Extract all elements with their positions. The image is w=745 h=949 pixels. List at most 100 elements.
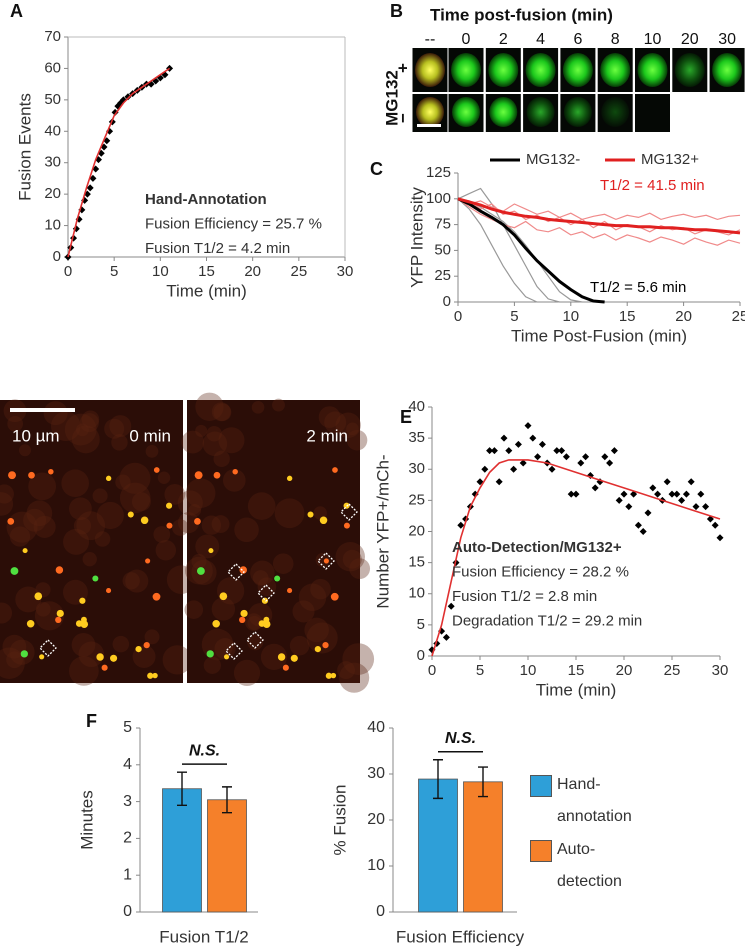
micro-haze [211, 515, 230, 534]
micro-dot [343, 522, 350, 529]
point [476, 478, 484, 486]
micro-dot [314, 645, 321, 653]
x-tick-label: 0 [454, 308, 462, 325]
image-spot [526, 97, 555, 127]
column-label: -- [425, 31, 436, 48]
micro-dot [286, 475, 293, 482]
micro-dot [152, 592, 161, 601]
y-tick-label: 40 [44, 122, 61, 139]
micro-dot [323, 558, 329, 564]
micro-dot [166, 502, 173, 509]
point [668, 490, 676, 498]
column-label: 30 [718, 31, 736, 48]
micro-dot [28, 471, 35, 479]
micro-haze [162, 645, 192, 675]
micro-haze [9, 526, 31, 547]
y-tick-label: 25 [434, 267, 451, 284]
micro-haze [346, 429, 368, 451]
micro-haze [34, 601, 65, 631]
point [124, 93, 132, 101]
x-tick-label: 30 [712, 662, 729, 679]
fit-line [431, 459, 721, 657]
micro-haze [63, 528, 90, 555]
point [644, 509, 652, 517]
micro-haze [35, 602, 51, 617]
y-tick-label: 20 [408, 522, 425, 539]
micro-haze [247, 634, 264, 651]
x-tick-label: 30 [337, 263, 354, 280]
micro-haze [244, 613, 263, 631]
x-tick-label: 10 [152, 263, 169, 280]
micro-haze [335, 412, 361, 438]
micro-dot [143, 642, 150, 649]
micro-dot [101, 664, 108, 671]
micro-haze [6, 651, 23, 669]
micro-haze [260, 643, 288, 670]
panel-letter: B [390, 1, 403, 21]
annotation: T1/2 = 5.6 min [590, 279, 686, 296]
x-tick-label: 15 [198, 263, 215, 280]
point [457, 521, 465, 529]
point [591, 484, 599, 492]
micro-haze [71, 633, 96, 657]
micro-dot [48, 469, 54, 475]
micro-haze [50, 411, 81, 442]
y-tick-label: 35 [408, 429, 425, 446]
micro-dot [152, 672, 158, 679]
column-label: 4 [536, 31, 545, 48]
micro-haze [119, 482, 151, 514]
bar [463, 781, 503, 913]
micro-dot [194, 471, 203, 480]
micro-dot [290, 654, 298, 662]
micro-haze [306, 622, 338, 654]
y-tick-label: 50 [434, 241, 451, 258]
point [634, 521, 642, 529]
micro-haze [119, 462, 151, 494]
frame-label: 2 min [306, 426, 348, 445]
micro-haze [206, 426, 222, 442]
micro-dot [282, 664, 289, 671]
x-tick-label: 10 [562, 308, 579, 325]
micro-dot [92, 575, 99, 582]
micro-dot [127, 511, 134, 518]
y-tick-label: 100 [426, 190, 451, 207]
micro-dot [206, 650, 214, 658]
micro-dot [239, 616, 246, 624]
micro-dot [208, 548, 214, 554]
micro-haze [115, 474, 131, 490]
micro-frame [187, 400, 360, 683]
micro-haze [164, 483, 186, 505]
micro-haze [252, 570, 269, 586]
point [702, 503, 710, 511]
micro-haze [201, 515, 222, 535]
micro-haze [211, 597, 236, 621]
micro-haze [33, 515, 56, 538]
bar [418, 778, 458, 913]
significance-label: N.S. [445, 730, 476, 747]
row-label: MG132 [382, 70, 401, 126]
y-tick-label: 4 [123, 756, 132, 773]
micro-dot [106, 588, 112, 594]
trace-line [457, 198, 583, 303]
micro-dot [239, 566, 247, 574]
micro-haze [335, 541, 365, 572]
point [500, 434, 508, 442]
micro-dot [55, 616, 62, 624]
micro-haze [104, 418, 125, 439]
point [538, 440, 546, 448]
image-spot [488, 53, 519, 87]
x-tick-label: 20 [675, 308, 692, 325]
panel-letter: A [10, 1, 23, 21]
micro-frame [0, 400, 183, 683]
panel-letter: E [400, 407, 412, 427]
micro-haze [0, 602, 13, 624]
micro-dot [145, 558, 151, 564]
y-tick-label: 40 [408, 398, 425, 415]
micro-dot [153, 467, 160, 473]
micro-dot [240, 609, 248, 618]
detection-box [225, 642, 243, 660]
y-tick-label: 10 [44, 217, 61, 234]
column-label: 6 [573, 31, 582, 48]
error-bar [222, 786, 232, 814]
image-spot [601, 97, 630, 127]
